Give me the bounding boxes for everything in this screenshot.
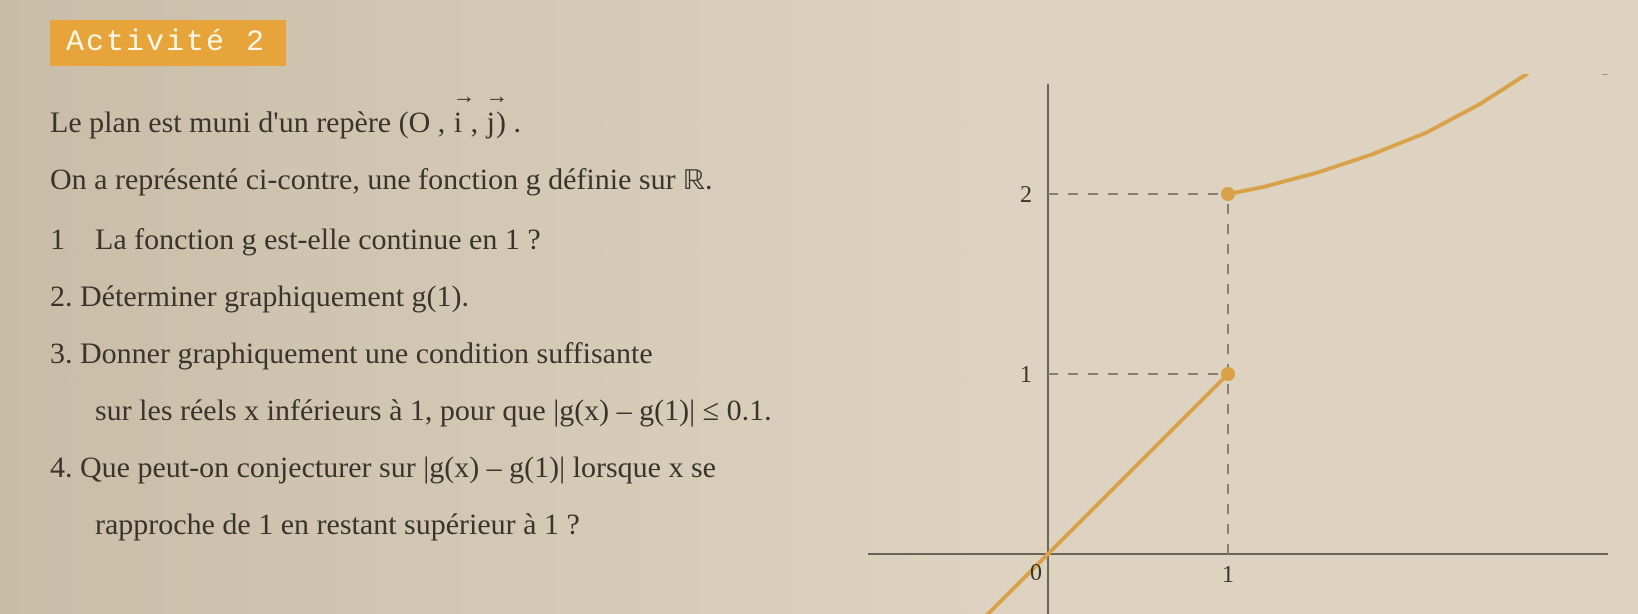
origin-label: 0 xyxy=(1030,560,1042,586)
curve-linear-branch xyxy=(922,374,1228,614)
graph-column: 0112𝒞g xyxy=(850,94,1618,614)
question-2: 2. Déterminer graphiquement g(1). xyxy=(50,268,850,325)
page-root: Activité 2 Le plan est muni d'un repère … xyxy=(0,0,1638,614)
l1a: Le plan est muni d'un repère xyxy=(50,106,399,139)
question-4a: 4. Que peut-on conjecturer sur |g(x) – g… xyxy=(50,439,850,496)
ytick-2: 2 xyxy=(1020,182,1032,208)
question-4b: rapproche de 1 en restant supérieur à 1 … xyxy=(50,496,850,553)
l1b: (O , xyxy=(399,106,453,139)
l1c: ) . xyxy=(496,106,521,139)
intro-line-1: Le plan est muni d'un repère (O , i , j)… xyxy=(50,94,850,151)
content-row: Le plan est muni d'un repère (O , i , j)… xyxy=(50,94,1618,614)
l1sep: , xyxy=(463,106,486,139)
question-1: 1 La fonction g est-elle continue en 1 ? xyxy=(50,211,850,268)
vector-j: j xyxy=(486,94,496,151)
curve-upper-branch xyxy=(1228,74,1588,194)
real-set: ℝ xyxy=(683,167,705,197)
closed-point xyxy=(1222,188,1234,200)
activity-badge: Activité 2 xyxy=(50,20,286,66)
text-column: Le plan est muni d'un repère (O , i , j)… xyxy=(50,94,850,553)
intro-line-2: On a représenté ci-contre, une fonction … xyxy=(50,151,850,211)
l2b: . xyxy=(705,163,713,196)
vector-i: i xyxy=(453,94,463,151)
l2a: On a représenté ci-contre, une fonction … xyxy=(50,163,683,196)
question-3b: sur les réels x inférieurs à 1, pour que… xyxy=(50,382,850,439)
curve-label: 𝒞g xyxy=(1578,74,1612,75)
question-3a: 3. Donner graphiquement une condition su… xyxy=(50,325,850,382)
xtick-1: 1 xyxy=(1222,562,1234,588)
open-point xyxy=(1222,368,1234,380)
ytick-1: 1 xyxy=(1020,362,1032,388)
function-graph: 0 1 1 2 𝒞g xyxy=(858,74,1618,614)
